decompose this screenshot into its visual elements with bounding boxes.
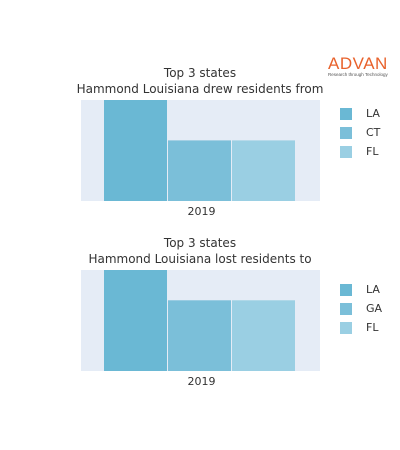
chart-drew-residents: Top 3 states Hammond Louisiana drew resi… <box>0 66 400 226</box>
advan-logo: ADVAN Research through Technology <box>328 55 396 78</box>
legend-swatch <box>340 303 352 315</box>
logo-wordmark: ADVAN <box>328 54 388 73</box>
bar-fl[interactable] <box>232 140 295 201</box>
legend-swatch <box>340 322 352 334</box>
chart-subtitle: Hammond Louisiana drew residents from <box>76 82 324 96</box>
legend-label: LA <box>366 283 380 296</box>
chart-svg: 2019 <box>81 100 320 218</box>
x-tick-label: 2019 <box>188 205 216 218</box>
legend-item-ct[interactable]: CT <box>340 126 400 141</box>
legend-swatch <box>340 127 352 139</box>
chart-title: Top 3 states <box>163 236 237 250</box>
plot-area: 2019 <box>81 100 320 220</box>
chart-lost-residents: Top 3 states Hammond Louisiana lost resi… <box>0 236 400 396</box>
chart-subtitle: Hammond Louisiana lost residents to <box>88 252 312 266</box>
legend-item-ga[interactable]: GA <box>340 302 400 317</box>
bar-fl[interactable] <box>232 300 295 371</box>
chart-svg: 2019 <box>81 270 320 388</box>
bar-la[interactable] <box>104 270 167 371</box>
legend-item-la[interactable]: LA <box>340 283 400 298</box>
legend-label: FL <box>366 321 379 334</box>
plot-area: 2019 <box>81 270 320 390</box>
legend-item-fl[interactable]: FL <box>340 145 400 160</box>
legend-swatch <box>340 146 352 158</box>
bar-ct[interactable] <box>168 140 231 201</box>
legend-label: GA <box>366 302 383 315</box>
legend-item-la[interactable]: LA <box>340 107 400 122</box>
legend-label: LA <box>366 107 380 120</box>
legend-swatch <box>340 284 352 296</box>
legend-label: FL <box>366 145 379 158</box>
legend-label: CT <box>366 126 381 139</box>
legend-swatch <box>340 108 352 120</box>
legend-item-fl[interactable]: FL <box>340 321 400 336</box>
logo-tagline: Research through Technology <box>328 72 388 77</box>
chart-title: Top 3 states <box>163 66 237 80</box>
bar-la[interactable] <box>104 100 167 201</box>
bar-ga[interactable] <box>168 300 231 371</box>
x-tick-label: 2019 <box>188 375 216 388</box>
